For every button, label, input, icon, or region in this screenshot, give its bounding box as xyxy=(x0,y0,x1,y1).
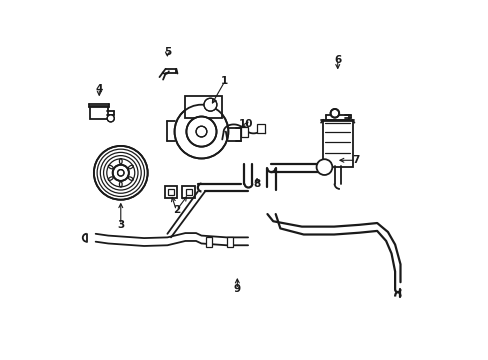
Circle shape xyxy=(117,170,124,176)
Text: 7: 7 xyxy=(351,155,359,165)
FancyBboxPatch shape xyxy=(227,237,233,247)
FancyBboxPatch shape xyxy=(185,96,222,118)
FancyBboxPatch shape xyxy=(322,121,352,167)
Circle shape xyxy=(316,159,332,175)
FancyBboxPatch shape xyxy=(167,189,174,195)
Text: 2: 2 xyxy=(172,206,180,216)
Circle shape xyxy=(186,117,216,147)
Text: 1: 1 xyxy=(221,76,228,86)
FancyBboxPatch shape xyxy=(164,186,177,198)
FancyBboxPatch shape xyxy=(205,237,211,247)
Circle shape xyxy=(107,115,114,122)
FancyBboxPatch shape xyxy=(185,189,192,195)
Text: 10: 10 xyxy=(239,120,253,129)
Text: 4: 4 xyxy=(95,84,103,94)
Text: 9: 9 xyxy=(233,284,241,294)
FancyBboxPatch shape xyxy=(182,186,195,198)
Circle shape xyxy=(203,98,217,111)
Circle shape xyxy=(112,165,128,181)
Text: 8: 8 xyxy=(253,179,260,189)
Text: 6: 6 xyxy=(333,55,341,65)
Text: 5: 5 xyxy=(163,46,171,57)
Circle shape xyxy=(174,105,228,158)
Circle shape xyxy=(94,146,147,200)
FancyBboxPatch shape xyxy=(240,127,248,136)
FancyBboxPatch shape xyxy=(256,124,264,133)
Circle shape xyxy=(330,109,339,118)
Circle shape xyxy=(196,126,206,137)
FancyBboxPatch shape xyxy=(90,106,108,120)
Text: 3: 3 xyxy=(117,220,124,230)
